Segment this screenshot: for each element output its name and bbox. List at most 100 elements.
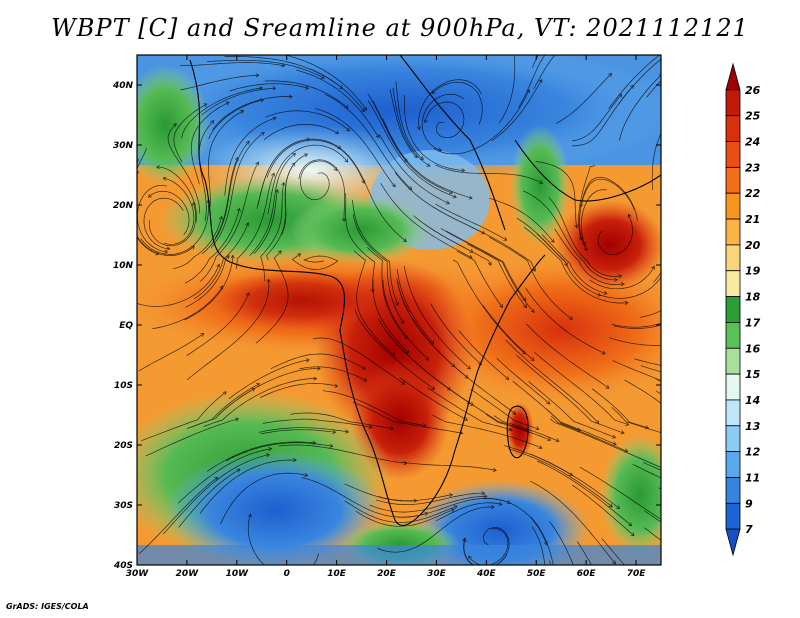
streamline xyxy=(512,380,581,432)
streamline-arrow xyxy=(492,467,497,473)
map-frame xyxy=(136,54,662,566)
streamline-arrow xyxy=(361,365,366,370)
streamline-arrow xyxy=(401,380,406,385)
streamline-arrow xyxy=(416,126,422,131)
streamline xyxy=(265,110,350,132)
lat-label: 20N xyxy=(113,201,134,211)
streamline xyxy=(345,193,376,293)
colorbar-label: 21 xyxy=(745,213,760,226)
streamline-arrow xyxy=(391,183,396,188)
streamline xyxy=(554,228,625,285)
streamline xyxy=(618,58,661,105)
streamline-arrow xyxy=(162,176,167,181)
streamline-arrow xyxy=(765,511,769,514)
streamline-arrow xyxy=(402,238,407,243)
streamline-arrow xyxy=(297,253,302,258)
streamline-arrow xyxy=(235,417,240,422)
streamline xyxy=(634,55,637,57)
streamline-arrow xyxy=(132,230,135,234)
streamline-arrow xyxy=(431,89,436,94)
streamline-arrow xyxy=(742,23,745,26)
streamline xyxy=(214,157,239,239)
streamline xyxy=(220,472,308,525)
lon-label: 30E xyxy=(427,569,447,579)
streamline-arrow xyxy=(332,429,337,435)
streamline-arrow xyxy=(605,384,610,389)
colorbar-swatch xyxy=(725,115,741,142)
streamline-arrow xyxy=(313,376,318,381)
colorbar-label: 25 xyxy=(745,110,761,123)
colorbar-swatch xyxy=(725,166,741,194)
streamline xyxy=(608,55,660,109)
colorbar-swatch xyxy=(725,477,741,504)
streamline-arrow xyxy=(721,394,724,397)
colorbar-swatch xyxy=(725,399,741,427)
streamline-arrow xyxy=(316,366,321,371)
streamline-arrow xyxy=(292,152,297,157)
streamline xyxy=(351,200,399,306)
streamline-arrow xyxy=(403,158,408,163)
streamline-arrow xyxy=(281,63,286,68)
streamline xyxy=(235,172,275,269)
streamline-arrow xyxy=(190,245,195,250)
streamline-arrow xyxy=(405,349,410,354)
streamline-arrow xyxy=(487,261,492,266)
streamline-arrow xyxy=(687,274,690,277)
streamline-arrow xyxy=(453,505,458,510)
streamline-arrow xyxy=(620,430,625,435)
streamline-arrow xyxy=(483,494,488,499)
streamline-arrow xyxy=(219,285,224,290)
streamline xyxy=(255,250,289,344)
lon-label: 0 xyxy=(284,569,290,579)
streamline-arrow xyxy=(234,156,239,161)
streamline xyxy=(413,215,474,253)
streamline xyxy=(508,448,613,508)
streamline xyxy=(535,161,578,228)
streamline-arrow xyxy=(216,263,221,268)
streamline-arrow xyxy=(448,190,454,195)
streamline xyxy=(376,492,485,505)
streamline xyxy=(424,101,465,139)
colorbar-label: 17 xyxy=(745,316,761,329)
streamline-arrow xyxy=(225,255,230,260)
streamline xyxy=(212,96,293,131)
lon-label: 10E xyxy=(327,569,347,579)
streamline xyxy=(446,230,527,302)
streamline xyxy=(431,205,536,272)
streamline xyxy=(184,255,234,321)
streamline xyxy=(352,401,463,434)
streamline-arrow xyxy=(268,446,273,452)
colorbar-label: 16 xyxy=(745,342,761,355)
streamline-arrow xyxy=(172,123,177,128)
streamline xyxy=(177,448,272,504)
streamline-arrow xyxy=(538,445,543,450)
streamline-arrow xyxy=(255,383,261,387)
streamline-arrow xyxy=(630,532,635,537)
streamline xyxy=(137,158,159,255)
streamline xyxy=(137,170,195,256)
streamline xyxy=(421,93,465,152)
latitude-axis: 40N 30N 20N 10N EQ 10S 20S 30S 40S xyxy=(112,81,661,571)
streamline-arrow xyxy=(594,21,598,24)
colorbar-label: 24 xyxy=(745,136,760,149)
streamline xyxy=(504,445,573,476)
streamline-arrow xyxy=(672,48,676,51)
colorbar-swatch xyxy=(725,89,741,117)
streamline xyxy=(285,55,367,111)
streamline xyxy=(403,265,471,370)
streamline xyxy=(210,132,265,248)
streamline xyxy=(172,216,223,270)
streamline xyxy=(208,110,244,207)
streamline-arrow xyxy=(715,24,719,27)
streamline-arrow xyxy=(305,358,310,363)
streamline xyxy=(186,292,250,356)
streamline-arrow xyxy=(698,213,701,217)
streamline xyxy=(534,351,629,426)
streamline-arrow xyxy=(521,350,526,355)
streamline-arrow xyxy=(594,9,598,12)
streamline-arrow xyxy=(571,27,575,30)
streamline xyxy=(143,197,184,250)
streamline-arrow xyxy=(400,319,405,324)
streamline xyxy=(152,285,223,330)
streamline xyxy=(430,303,482,365)
